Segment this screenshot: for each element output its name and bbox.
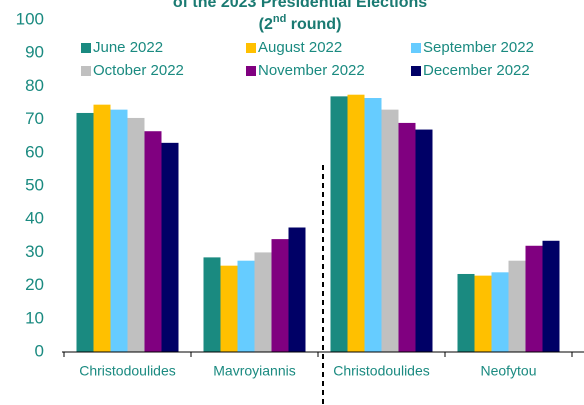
legend-label: June 2022 xyxy=(93,39,163,56)
y-tick-label: 80 xyxy=(25,76,44,95)
bar xyxy=(330,96,348,352)
x-tick-label: Mavroyiannis xyxy=(213,363,295,379)
bar xyxy=(161,142,179,352)
y-tick-label: 40 xyxy=(25,209,44,228)
legend-label: September 2022 xyxy=(423,39,534,56)
chart-title: (2nd round) xyxy=(259,13,342,33)
bar xyxy=(271,239,289,352)
bar xyxy=(542,240,560,352)
bar xyxy=(220,265,238,352)
y-tick-label: 0 xyxy=(35,341,44,360)
y-tick-label: 100 xyxy=(16,9,44,28)
bar xyxy=(364,98,382,353)
legend-swatch xyxy=(411,43,421,53)
bar xyxy=(144,131,162,352)
bar xyxy=(381,109,399,352)
chart-title: of the 2023 Presidential Elections xyxy=(173,0,427,11)
legend-swatch xyxy=(81,66,91,76)
title-part: (2 xyxy=(259,16,273,33)
legend-label: August 2022 xyxy=(258,39,342,56)
x-tick-label: Christodoulides xyxy=(333,363,430,379)
y-tick-label: 90 xyxy=(25,43,44,62)
legend-swatch xyxy=(246,66,256,76)
bar xyxy=(347,94,365,352)
bar xyxy=(491,272,509,352)
y-tick-label: 30 xyxy=(25,242,44,261)
bar xyxy=(237,260,255,352)
bar xyxy=(398,122,416,352)
bar xyxy=(254,252,272,352)
title-part: round) xyxy=(286,16,341,33)
bar xyxy=(415,129,433,352)
bar xyxy=(525,245,543,352)
y-tick-label: 10 xyxy=(25,308,44,327)
legend-swatch xyxy=(81,43,91,53)
legend-label: November 2022 xyxy=(258,62,365,79)
bar xyxy=(93,104,111,352)
y-tick-label: 70 xyxy=(25,109,44,128)
bar xyxy=(474,275,492,352)
legend-label: October 2022 xyxy=(93,62,184,79)
legend-swatch xyxy=(411,66,421,76)
x-tick-label: Neofytou xyxy=(480,363,536,379)
legend-swatch xyxy=(246,43,256,53)
bar xyxy=(457,273,475,352)
title-sup: nd xyxy=(273,13,286,25)
bar xyxy=(203,257,221,352)
y-tick-label: 20 xyxy=(25,275,44,294)
bar xyxy=(508,260,526,352)
legend-label: December 2022 xyxy=(423,62,530,79)
bar xyxy=(76,112,94,353)
bar xyxy=(288,227,306,352)
y-tick-label: 50 xyxy=(25,175,44,194)
y-tick-label: 60 xyxy=(25,142,44,161)
bar xyxy=(110,109,128,352)
bar xyxy=(127,117,145,352)
x-tick-label: Christodoulides xyxy=(79,363,176,379)
